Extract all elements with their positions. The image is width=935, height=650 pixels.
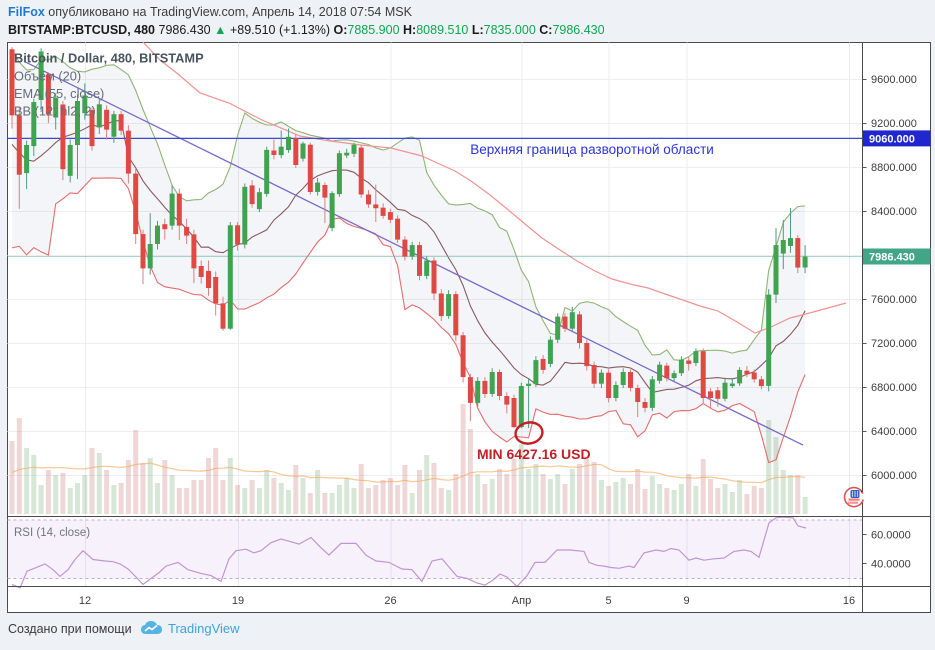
- svg-text:9060.000: 9060.000: [869, 133, 915, 145]
- svg-text:9200.000: 9200.000: [871, 118, 917, 130]
- svg-text:BB (12, hl2, 2): BB (12, hl2, 2): [14, 104, 96, 119]
- svg-text:TradingView: TradingView: [168, 621, 240, 636]
- svg-text:Bitcoin / Dollar, 480, BITSTAM: Bitcoin / Dollar, 480, BITSTAMP: [14, 51, 204, 66]
- svg-text:7200.000: 7200.000: [871, 338, 917, 350]
- svg-text:12: 12: [79, 595, 91, 607]
- svg-text:RSI (14, close): RSI (14, close): [14, 527, 90, 539]
- svg-text:BITSTAMP:BTCUSD, 480 7986.430: BITSTAMP:BTCUSD, 480 7986.430 ▲ +89.510 …: [8, 23, 605, 37]
- svg-text:8800.000: 8800.000: [871, 162, 917, 174]
- svg-text:6000.000: 6000.000: [871, 470, 917, 482]
- svg-text:16: 16: [843, 595, 855, 607]
- svg-text:5: 5: [605, 595, 611, 607]
- svg-text:Верхняя граница разворотной об: Верхняя граница разворотной области: [470, 142, 714, 157]
- svg-text:MIN 6427.16 USD: MIN 6427.16 USD: [477, 446, 591, 462]
- svg-text:7600.000: 7600.000: [871, 294, 917, 306]
- svg-text:7986.430: 7986.430: [869, 252, 915, 264]
- svg-text:Создано при помощи: Создано при помощи: [8, 622, 132, 636]
- svg-text:40.0000: 40.0000: [871, 559, 911, 571]
- svg-text:EMA (55, close): EMA (55, close): [14, 86, 104, 101]
- svg-text:Апр: Апр: [512, 595, 531, 607]
- svg-text:Объём (20): Объём (20): [14, 69, 81, 84]
- svg-text:FilFox опубликовано на Trading: FilFox опубликовано на TradingView.com, …: [8, 5, 413, 19]
- svg-text:8400.000: 8400.000: [871, 206, 917, 218]
- svg-text:60.0000: 60.0000: [871, 530, 911, 542]
- svg-text:9: 9: [683, 595, 689, 607]
- svg-text:6800.000: 6800.000: [871, 382, 917, 394]
- svg-text:26: 26: [384, 595, 396, 607]
- svg-text:19: 19: [232, 595, 244, 607]
- svg-text:9600.000: 9600.000: [871, 74, 917, 86]
- svg-text:6400.000: 6400.000: [871, 426, 917, 438]
